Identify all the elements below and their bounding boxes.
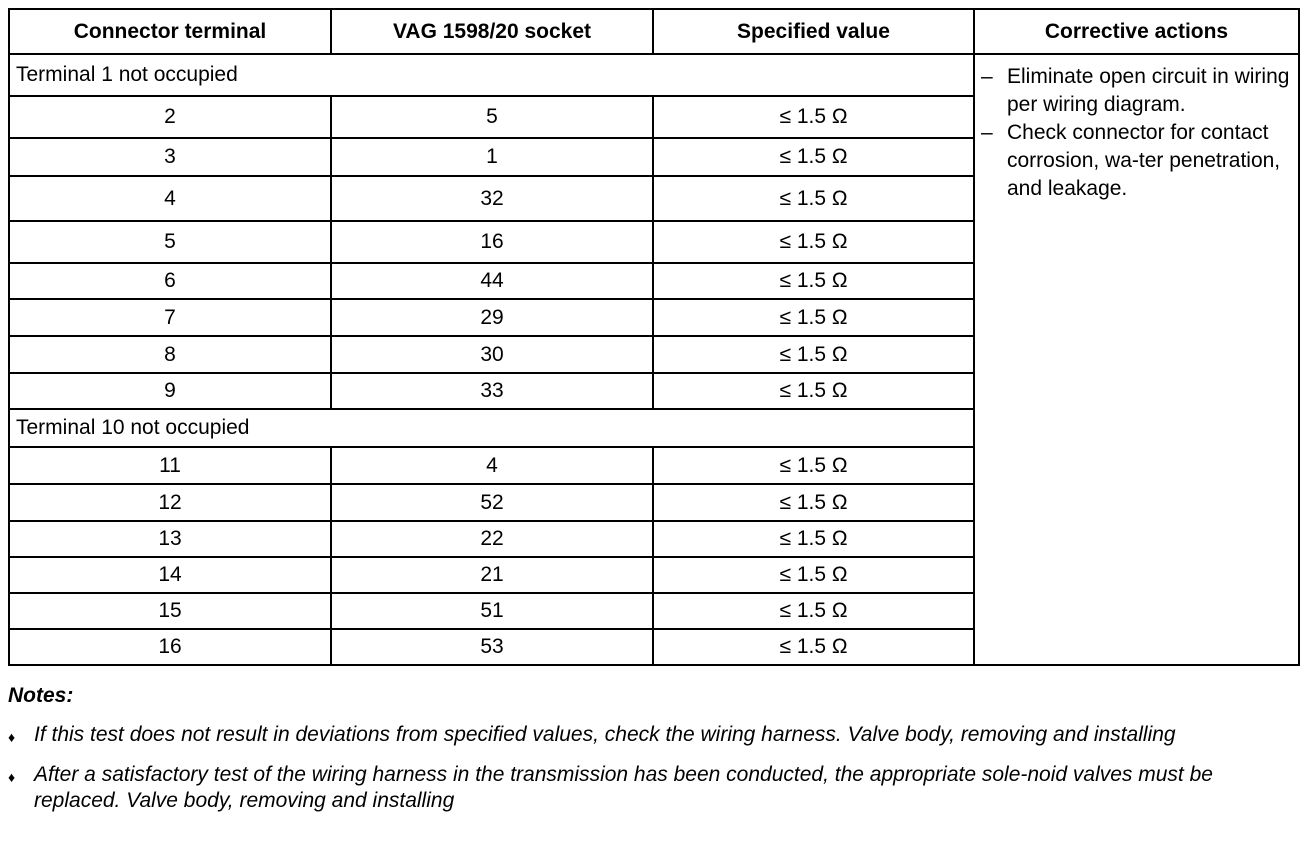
cell: ≤ 1.5 Ω: [652, 556, 975, 594]
cell: 33: [330, 372, 654, 410]
column-header: Connector terminal: [8, 8, 332, 55]
cell: 16: [8, 628, 332, 666]
cell: 14: [8, 556, 332, 594]
cell: ≤ 1.5 Ω: [652, 372, 975, 410]
cell: 2: [8, 95, 332, 139]
cell: 13: [8, 520, 332, 558]
cell: ≤ 1.5 Ω: [652, 483, 975, 522]
cell: ≤ 1.5 Ω: [652, 628, 975, 666]
table-row: Terminal 1 not occupied – Eliminate open c…: [8, 53, 1300, 666]
column-header: Specified value: [652, 8, 975, 55]
cell: 3: [8, 137, 332, 177]
row-note: Terminal 1 not occupied: [8, 53, 975, 97]
cell: 9: [8, 372, 332, 410]
cell: ≤ 1.5 Ω: [652, 137, 975, 177]
cell: ≤ 1.5 Ω: [652, 262, 975, 300]
bullet: ♦: [8, 729, 16, 745]
table-row: 7 29 ≤ 1.5 Ω: [8, 298, 1299, 337]
column-header: Corrective actions: [973, 8, 1300, 55]
cell: 4: [8, 175, 332, 222]
table-row: 12 52 ≤ 1.5 Ω: [8, 483, 1299, 522]
column-header: VAG 1598/20 socket: [330, 8, 654, 55]
note-item: ♦ If this test does not result in deviati…: [8, 722, 1303, 750]
cell: 6: [8, 262, 332, 300]
action-text: Check connector for contact corrosion, w…: [1007, 121, 1281, 200]
table-row: 3 1 ≤ 1.5 Ω: [8, 137, 1299, 177]
cell: ≤ 1.5 Ω: [652, 298, 975, 337]
dash: –: [981, 121, 993, 144]
dash: –: [981, 65, 993, 88]
cell: ≤ 1.5 Ω: [652, 220, 975, 264]
cell: 32: [330, 175, 654, 222]
note-text: After a satisfactory test of the wiring …: [34, 763, 1213, 812]
action-item: – Eliminate open circuit in wiring per wi…: [981, 63, 1292, 119]
cell: ≤ 1.5 Ω: [652, 520, 975, 558]
cell: 44: [330, 262, 654, 300]
table-row: 11 4 ≤ 1.5 Ω: [8, 446, 1299, 485]
cell: ≤ 1.5 Ω: [652, 95, 975, 139]
row-note: Terminal 10 not occupied: [8, 408, 975, 448]
table-row: 5 16 ≤ 1.5 Ω: [8, 220, 1299, 264]
bullet: ♦: [8, 769, 16, 785]
cell: 11: [8, 446, 332, 485]
cell: 16: [330, 220, 654, 264]
table-row: 8 30 ≤ 1.5 Ω: [8, 335, 1299, 374]
table-row: 9 33 ≤ 1.5 Ω: [8, 372, 1299, 410]
cell: 30: [330, 335, 654, 374]
table-row: 13 22 ≤ 1.5 Ω: [8, 520, 1299, 558]
cell: 52: [330, 483, 654, 522]
table-row: 4 32 ≤ 1.5 Ω: [8, 175, 1299, 222]
cell: 29: [330, 298, 654, 337]
table-row: 15 51 ≤ 1.5 Ω: [8, 592, 1299, 630]
cell: 8: [8, 335, 332, 374]
note-item: ♦ After a satisfactory test of the wiring…: [8, 762, 1303, 814]
action-text: Eliminate open circuit in wiring per wir…: [1007, 65, 1290, 116]
corrective-actions: – Eliminate open circuit in wiring per wi…: [973, 53, 1300, 666]
cell: 15: [8, 592, 332, 630]
table-row: Terminal 10 not occupied: [8, 408, 1299, 448]
header-row: Connector terminal VAG 1598/20 socket Spec…: [8, 8, 1300, 55]
cell: 51: [330, 592, 654, 630]
cell: 21: [330, 556, 654, 594]
note-text: If this test does not result in deviatio…: [34, 723, 1176, 746]
cell: 12: [8, 483, 332, 522]
cell: ≤ 1.5 Ω: [652, 335, 975, 374]
cell: 4: [330, 446, 654, 485]
cell: 1: [330, 137, 654, 177]
table-row: 2 5 ≤ 1.5 Ω: [8, 95, 1299, 139]
table-row: 16 53 ≤ 1.5 Ω: [8, 628, 1299, 666]
action-item: – Check connector for contact corrosion, …: [981, 119, 1292, 203]
cell: 22: [330, 520, 654, 558]
cell: 5: [330, 95, 654, 139]
notes: Notes: ♦ If this test does not result in …: [8, 684, 1303, 826]
cell: ≤ 1.5 Ω: [652, 446, 975, 485]
cell: ≤ 1.5 Ω: [652, 175, 975, 222]
table-row: 6 44 ≤ 1.5 Ω: [8, 262, 1299, 300]
terminal-table: Connector terminal VAG 1598/20 socket Spec…: [8, 8, 1300, 666]
notes-title: Notes:: [8, 684, 74, 707]
cell: 5: [8, 220, 332, 264]
cell: 53: [330, 628, 654, 666]
cell: 7: [8, 298, 332, 337]
cell: ≤ 1.5 Ω: [652, 592, 975, 630]
table-row: 14 21 ≤ 1.5 Ω: [8, 556, 1299, 594]
